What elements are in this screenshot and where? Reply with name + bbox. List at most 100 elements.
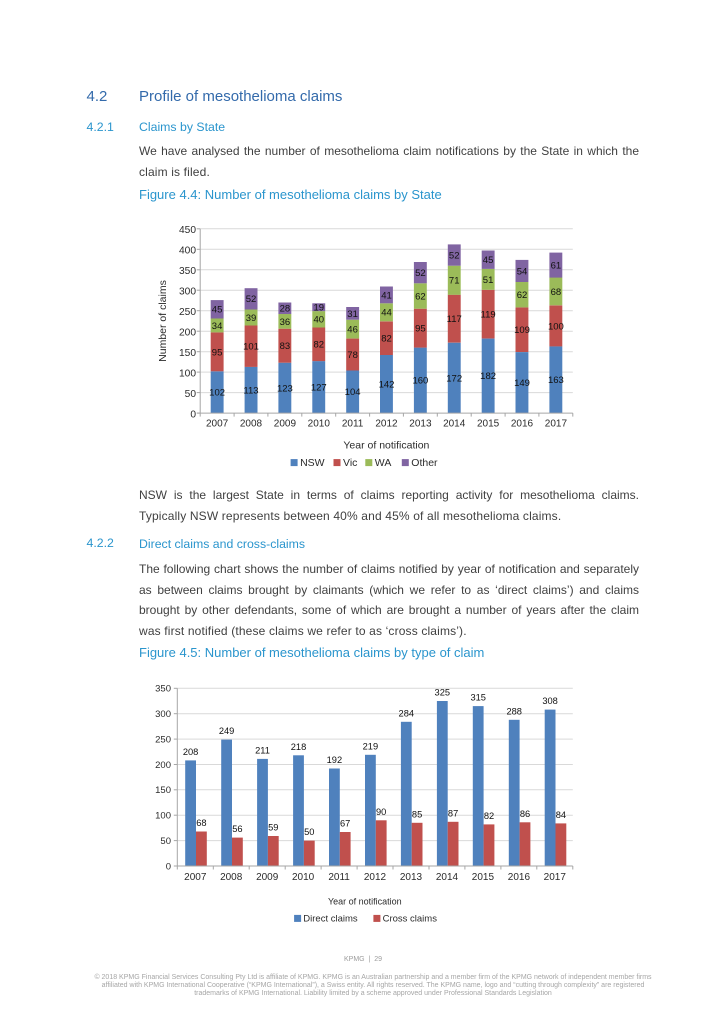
svg-text:2016: 2016 <box>508 872 531 883</box>
svg-text:450: 450 <box>179 225 196 236</box>
svg-text:300: 300 <box>179 287 196 298</box>
svg-text:127: 127 <box>311 383 327 394</box>
svg-text:50: 50 <box>185 389 197 400</box>
svg-text:149: 149 <box>514 378 530 389</box>
svg-text:Year of notification: Year of notification <box>328 897 402 907</box>
svg-text:2012: 2012 <box>375 419 398 430</box>
svg-text:51: 51 <box>483 275 494 286</box>
svg-text:325: 325 <box>435 688 451 698</box>
svg-text:211: 211 <box>255 745 270 755</box>
svg-text:2007: 2007 <box>184 872 207 883</box>
svg-text:52: 52 <box>246 294 257 305</box>
svg-text:2010: 2010 <box>308 419 331 430</box>
svg-text:100: 100 <box>548 321 564 332</box>
svg-text:82: 82 <box>381 334 392 345</box>
svg-text:56: 56 <box>232 824 242 834</box>
svg-text:Vic: Vic <box>343 457 357 469</box>
svg-text:119: 119 <box>481 310 496 321</box>
svg-text:2015: 2015 <box>477 419 500 430</box>
svg-text:117: 117 <box>447 314 462 325</box>
svg-text:Direct claims: Direct claims <box>303 914 358 925</box>
svg-text:Number of claims: Number of claims <box>157 280 169 362</box>
svg-text:200: 200 <box>179 328 196 339</box>
svg-text:2017: 2017 <box>544 872 567 883</box>
svg-text:59: 59 <box>268 823 278 833</box>
svg-text:0: 0 <box>190 410 196 421</box>
svg-text:150: 150 <box>179 348 196 359</box>
svg-text:39: 39 <box>246 313 257 324</box>
svg-text:45: 45 <box>483 255 494 266</box>
svg-text:34: 34 <box>212 321 223 332</box>
svg-text:160: 160 <box>412 376 428 387</box>
svg-text:284: 284 <box>399 708 415 718</box>
svg-text:68: 68 <box>196 818 206 828</box>
svg-text:2009: 2009 <box>274 419 297 430</box>
svg-text:2017: 2017 <box>545 419 568 430</box>
svg-text:172: 172 <box>446 373 462 384</box>
svg-text:350: 350 <box>155 684 171 695</box>
svg-text:150: 150 <box>155 785 171 796</box>
svg-text:2013: 2013 <box>409 419 432 430</box>
svg-text:249: 249 <box>219 726 235 736</box>
svg-text:78: 78 <box>347 350 358 361</box>
svg-text:218: 218 <box>291 742 307 752</box>
svg-text:192: 192 <box>327 755 343 765</box>
svg-text:300: 300 <box>155 709 171 720</box>
svg-text:86: 86 <box>520 809 530 819</box>
svg-text:Year of notification: Year of notification <box>343 440 429 452</box>
svg-text:400: 400 <box>179 246 196 257</box>
svg-text:31: 31 <box>347 309 358 320</box>
svg-text:2009: 2009 <box>256 872 279 883</box>
svg-text:163: 163 <box>548 375 564 386</box>
svg-text:2014: 2014 <box>443 419 466 430</box>
svg-text:350: 350 <box>179 266 196 277</box>
svg-text:2016: 2016 <box>511 419 534 430</box>
svg-text:2007: 2007 <box>206 419 229 430</box>
svg-text:NSW: NSW <box>300 457 325 469</box>
svg-text:2011: 2011 <box>328 872 350 883</box>
svg-text:95: 95 <box>212 347 223 358</box>
svg-text:109: 109 <box>514 325 530 336</box>
svg-text:19: 19 <box>314 303 325 314</box>
svg-text:142: 142 <box>379 379 395 390</box>
svg-text:68: 68 <box>551 287 562 298</box>
svg-text:2010: 2010 <box>292 872 315 883</box>
svg-text:219: 219 <box>363 741 379 751</box>
svg-text:2011: 2011 <box>342 419 364 430</box>
svg-text:250: 250 <box>179 307 196 318</box>
svg-text:52: 52 <box>415 268 426 279</box>
svg-text:36: 36 <box>280 317 291 328</box>
svg-text:250: 250 <box>155 734 171 745</box>
svg-text:101: 101 <box>243 342 259 353</box>
svg-text:2008: 2008 <box>240 419 263 430</box>
svg-text:28: 28 <box>280 304 291 315</box>
svg-text:67: 67 <box>340 819 350 829</box>
svg-text:62: 62 <box>415 291 426 302</box>
svg-text:100: 100 <box>155 811 171 822</box>
svg-text:308: 308 <box>542 696 558 706</box>
svg-text:2015: 2015 <box>472 872 495 883</box>
svg-text:61: 61 <box>551 260 562 271</box>
svg-text:71: 71 <box>449 276 460 287</box>
svg-text:84: 84 <box>556 810 566 820</box>
svg-text:90: 90 <box>376 807 386 817</box>
svg-text:95: 95 <box>415 324 426 335</box>
svg-text:Other: Other <box>411 457 438 469</box>
svg-text:182: 182 <box>480 371 496 382</box>
svg-text:288: 288 <box>506 706 522 716</box>
svg-text:41: 41 <box>381 290 392 301</box>
svg-text:2008: 2008 <box>220 872 243 883</box>
svg-text:45: 45 <box>212 305 223 316</box>
svg-text:2014: 2014 <box>436 872 459 883</box>
svg-text:82: 82 <box>314 340 325 351</box>
svg-text:85: 85 <box>412 809 422 819</box>
svg-text:40: 40 <box>314 315 325 326</box>
svg-text:50: 50 <box>160 836 171 847</box>
svg-text:0: 0 <box>166 861 171 872</box>
svg-text:104: 104 <box>345 387 361 398</box>
svg-text:100: 100 <box>179 369 196 380</box>
svg-text:44: 44 <box>381 308 392 319</box>
svg-text:123: 123 <box>277 383 293 394</box>
svg-text:87: 87 <box>448 808 458 818</box>
svg-text:208: 208 <box>183 747 199 757</box>
